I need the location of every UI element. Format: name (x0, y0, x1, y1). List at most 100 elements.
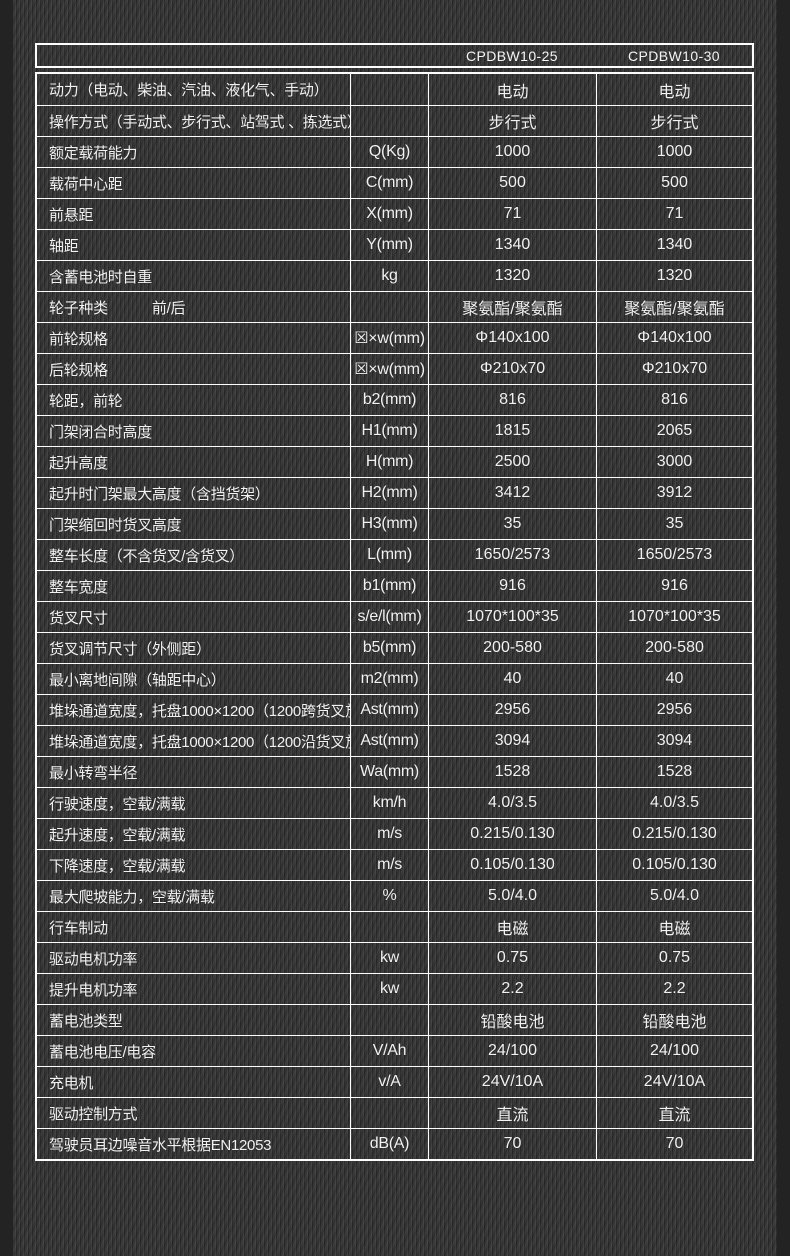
header-model-1: CPDBW10-25 (466, 47, 558, 64)
spec-unit: km/h (350, 788, 428, 818)
spec-label: 起升时门架最大高度（含挡货架） (49, 485, 270, 503)
spec-value-model-2: 步行式 (596, 106, 752, 136)
spec-unit: b2(mm) (350, 385, 428, 415)
table-row: 门架闭合时高度 H1(mm) 1815 2065 (37, 415, 752, 446)
spec-unit: m/s (350, 850, 428, 880)
right-edge-strip (777, 0, 790, 1256)
table-row: 驱动电机功率 kw 0.75 0.75 (37, 942, 752, 973)
spec-unit: v/A (350, 1067, 428, 1097)
spec-unit: % (350, 881, 428, 911)
spec-value-model-1: 1528 (428, 757, 596, 787)
table-row: 操作方式（手动式、步行式、站驾式 、拣选式） 步行式 步行式 (37, 105, 752, 136)
spec-unit: H1(mm) (350, 416, 428, 446)
spec-unit: Wa(mm) (350, 757, 428, 787)
spec-unit (350, 912, 428, 942)
spec-value-model-2: Φ140x100 (596, 323, 752, 353)
spec-label: 充电机 (49, 1074, 94, 1092)
spec-label: 堆垛通道宽度，托盘1000×1200（1200跨货叉放置) (49, 702, 350, 720)
spec-unit: m/s (350, 819, 428, 849)
spec-label: 驱动控制方式 (49, 1105, 138, 1123)
table-row: 前悬距 X(mm) 71 71 (37, 198, 752, 229)
spec-value-model-2: 电磁 (596, 912, 752, 942)
spec-value-model-2: 2956 (596, 695, 752, 725)
table-row: 蓄电池电压/电容 V/Ah 24/100 24/100 (37, 1035, 752, 1066)
spec-value-model-2: 聚氨酯/聚氨酯 (596, 292, 752, 322)
spec-value-model-1: 直流 (428, 1098, 596, 1128)
spec-label: 门架缩回时货叉高度 (49, 516, 182, 534)
spec-value-model-1: 1320 (428, 261, 596, 291)
spec-value-model-2: 0.215/0.130 (596, 819, 752, 849)
spec-label: 提升电机功率 (49, 981, 138, 999)
spec-value-model-1: 500 (428, 168, 596, 198)
spec-unit (350, 74, 428, 105)
spec-label: 载荷中心距 (49, 175, 123, 193)
table-row: 驱动控制方式 直流 直流 (37, 1097, 752, 1128)
spec-value-model-1: 916 (428, 571, 596, 601)
spec-value-model-2: 3094 (596, 726, 752, 756)
spec-value-model-2: 0.105/0.130 (596, 850, 752, 880)
spec-unit: C(mm) (350, 168, 428, 198)
spec-label: 驱动电机功率 (49, 950, 138, 968)
table-row: 额定载荷能力 Q(Kg) 1000 1000 (37, 136, 752, 167)
spec-unit: H2(mm) (350, 478, 428, 508)
spec-unit: ☒×w(mm) (350, 354, 428, 384)
spec-label: 行驶速度，空载/满载 (49, 795, 186, 813)
spec-unit (350, 1005, 428, 1035)
spec-label: 含蓄电池时自重 (49, 268, 152, 286)
spec-label: 最小离地间隙（轴距中心） (49, 671, 226, 689)
spec-label: 操作方式（手动式、步行式、站驾式 、拣选式） (49, 113, 350, 131)
table-row: 堆垛通道宽度，托盘1000×1200（1200跨货叉放置) Ast(mm) 29… (37, 694, 752, 725)
spec-value-model-2: 3912 (596, 478, 752, 508)
spec-table-body: 动力（电动、柴油、汽油、液化气、手动） 电动 电动 操作方式（手动式、步行式、站… (35, 72, 754, 1161)
spec-label: 轴距 (49, 237, 79, 255)
spec-unit: kw (350, 974, 428, 1004)
spec-label: 驾驶员耳边噪音水平根据EN12053 (49, 1136, 272, 1154)
spec-value-model-1: 0.105/0.130 (428, 850, 596, 880)
spec-value-model-1: 步行式 (428, 106, 596, 136)
spec-label: 行车制动 (49, 919, 108, 937)
spec-label: 动力（电动、柴油、汽油、液化气、手动） (49, 82, 329, 99)
spec-label: 最小转弯半径 (49, 764, 138, 782)
table-row: 起升时门架最大高度（含挡货架） H2(mm) 3412 3912 (37, 477, 752, 508)
spec-value-model-1: 聚氨酯/聚氨酯 (428, 292, 596, 322)
spec-value-model-1: 3412 (428, 478, 596, 508)
spec-value-model-2: 1320 (596, 261, 752, 291)
table-row: 门架缩回时货叉高度 H3(mm) 35 35 (37, 508, 752, 539)
spec-unit: H3(mm) (350, 509, 428, 539)
spec-label: 蓄电池电压/电容 (49, 1043, 156, 1061)
spec-label: 前轮规格 (49, 330, 108, 348)
spec-value-model-2: 40 (596, 664, 752, 694)
spec-unit: b1(mm) (350, 571, 428, 601)
table-row: 充电机 v/A 24V/10A 24V/10A (37, 1066, 752, 1097)
spec-value-model-2: 71 (596, 199, 752, 229)
spec-label: 货叉调节尺寸（外侧距） (49, 640, 211, 658)
spec-value-model-1: 1815 (428, 416, 596, 446)
spec-value-model-2: 24/100 (596, 1036, 752, 1066)
spec-label: 额定载荷能力 (49, 144, 138, 162)
table-row: 轴距 Y(mm) 1340 1340 (37, 229, 752, 260)
spec-label: 后轮规格 (49, 361, 108, 379)
table-row: 最小转弯半径 Wa(mm) 1528 1528 (37, 756, 752, 787)
table-row: 前轮规格 ☒×w(mm) Φ140x100 Φ140x100 (37, 322, 752, 353)
table-row: 下降速度，空载/满载 m/s 0.105/0.130 0.105/0.130 (37, 849, 752, 880)
table-row: 载荷中心距 C(mm) 500 500 (37, 167, 752, 198)
spec-label: 起升速度，空载/满载 (49, 826, 186, 844)
spec-value-model-2: Φ210x70 (596, 354, 752, 384)
spec-value-model-1: 4.0/3.5 (428, 788, 596, 818)
spec-label: 前悬距 (49, 206, 94, 224)
spec-value-model-1: 2.2 (428, 974, 596, 1004)
spec-unit: ☒×w(mm) (350, 323, 428, 353)
header-model-2: CPDBW10-30 (628, 47, 720, 64)
table-row: 行车制动 电磁 电磁 (37, 911, 752, 942)
spec-value-model-1: Φ210x70 (428, 354, 596, 384)
spec-value-model-2: 816 (596, 385, 752, 415)
spec-value-model-2: 铅酸电池 (596, 1005, 752, 1035)
table-row: 动力（电动、柴油、汽油、液化气、手动） 电动 电动 (37, 74, 752, 105)
spec-value-model-2: 200-580 (596, 633, 752, 663)
table-row: 整车宽度 b1(mm) 916 916 (37, 570, 752, 601)
spec-value-model-1: 电动 (428, 74, 596, 105)
table-row: 堆垛通道宽度，托盘1000×1200（1200沿货叉放置) Ast(mm) 30… (37, 725, 752, 756)
table-row: 含蓄电池时自重 kg 1320 1320 (37, 260, 752, 291)
spec-value-model-1: 1340 (428, 230, 596, 260)
spec-value-model-1: 5.0/4.0 (428, 881, 596, 911)
